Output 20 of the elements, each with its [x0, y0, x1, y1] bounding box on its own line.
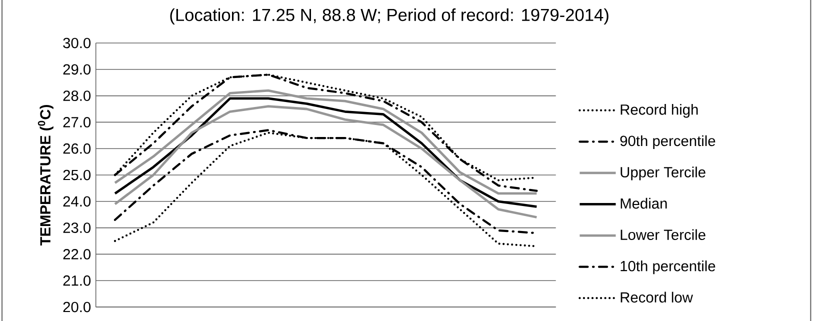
legend-label: Lower Tercile — [620, 229, 706, 240]
legend-label: 90th percentile — [620, 135, 716, 149]
y-tick-label: 25.0 — [63, 170, 91, 180]
y-tick-label: 26.0 — [63, 143, 91, 154]
y-tick-label: 29.0 — [63, 64, 91, 75]
y-tick-label: 21.0 — [63, 275, 91, 286]
y-tick-label: 30.0 — [63, 38, 91, 48]
y-tick-label: 20.0 — [63, 302, 91, 312]
legend-label: Upper Tercile — [620, 166, 706, 180]
text: TEMPERATURE ($^{0}$C) — [38, 105, 54, 246]
legend-label: Record low — [620, 292, 693, 303]
legend-label: Median — [620, 198, 667, 209]
y-tick-label: 23.0 — [63, 222, 91, 233]
legend-label: Record high — [620, 104, 698, 118]
chart-title: (Location: 17.25 N, 88.8 W; Period of record: 1979-2014) — [170, 8, 608, 25]
legend-label: 10th percentile — [620, 260, 716, 274]
y-tick-label: 28.0 — [63, 90, 91, 101]
y-tick-label: 22.0 — [63, 249, 91, 260]
y-tick-label: 24.0 — [63, 196, 91, 207]
y-tick-label: 27.0 — [63, 117, 91, 128]
